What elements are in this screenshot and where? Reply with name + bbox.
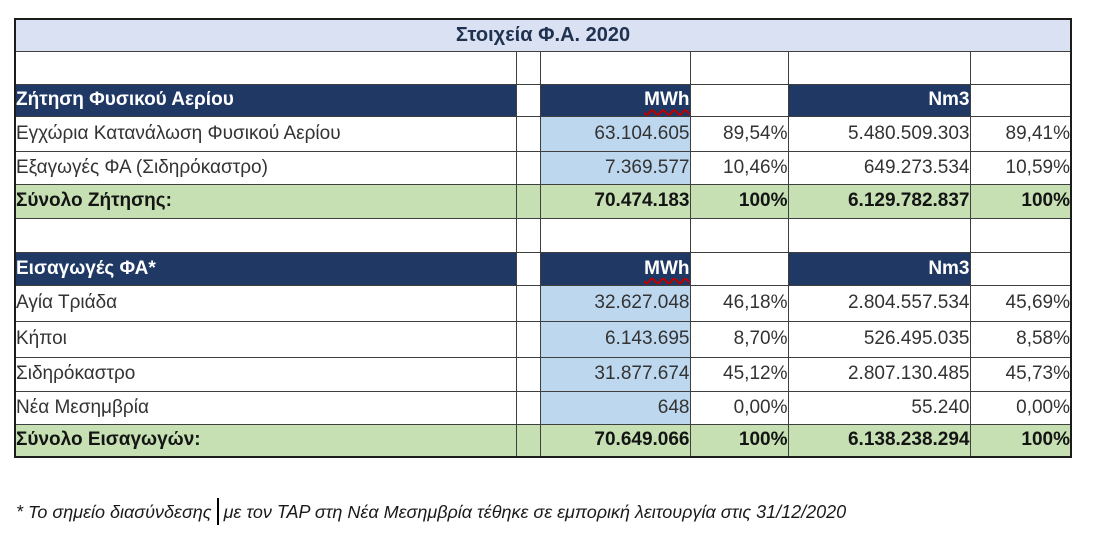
label-cell: Εξαγωγές ΦΑ (Σιδηρόκαστρο)	[14, 150, 517, 185]
empty-cell	[969, 251, 1072, 286]
gap-cell	[515, 183, 541, 219]
empty-cell	[787, 217, 971, 253]
mwh-value-cell: 31.877.674	[539, 356, 691, 392]
section-demand-header: Ζήτηση Φυσικού Αερίου	[14, 83, 517, 117]
gap-cell	[515, 390, 541, 425]
empty-cell	[787, 50, 971, 85]
nm3-pct-cell: 0,00%	[969, 390, 1072, 425]
mwh-pct-cell: 10,46%	[689, 150, 789, 185]
nm3-pct-total-cell: 100%	[969, 423, 1072, 458]
footnote-text-before-cursor: * Το σημείο διασύνδεσης	[16, 502, 212, 522]
unit-mwh-label: MWh	[644, 89, 690, 110]
gap-cell	[515, 356, 541, 392]
mwh-value-cell: 32.627.048	[539, 284, 691, 322]
mwh-pct-cell: 89,54%	[689, 115, 789, 152]
gas-data-table: Στοιχεία Φ.Α. 2020 Ζήτηση Φυσικού Αερίου…	[14, 18, 1072, 458]
empty-cell	[515, 217, 541, 253]
empty-cell	[14, 50, 517, 85]
gap-cell	[515, 320, 541, 358]
nm3-pct-total-cell: 100%	[969, 183, 1072, 219]
mwh-value-cell: 648	[539, 390, 691, 425]
mwh-pct-total-cell: 100%	[689, 423, 789, 458]
empty-cell	[539, 50, 691, 85]
nm3-pct-cell: 10,59%	[969, 150, 1072, 185]
empty-cell	[969, 50, 1072, 85]
nm3-total-cell: 6.129.782.837	[787, 183, 971, 219]
nm3-pct-cell: 45,73%	[969, 356, 1072, 392]
empty-cell	[969, 83, 1072, 117]
unit-nm3-cell: Nm3	[787, 251, 971, 286]
footnote: * Το σημείο διασύνδεσης με τον TAP στη Ν…	[16, 498, 846, 525]
mwh-pct-cell: 8,70%	[689, 320, 789, 358]
mwh-pct-total-cell: 100%	[689, 183, 789, 219]
table-title: Στοιχεία Φ.Α. 2020	[14, 18, 1072, 52]
nm3-value-cell: 526.495.035	[787, 320, 971, 358]
total-label-cell: Σύνολο Εισαγωγών:	[14, 423, 517, 458]
empty-cell	[969, 217, 1072, 253]
nm3-value-cell: 5.480.509.303	[787, 115, 971, 152]
empty-cell	[689, 251, 789, 286]
gap-cell	[515, 150, 541, 185]
nm3-pct-cell: 45,69%	[969, 284, 1072, 322]
text-cursor	[216, 498, 219, 525]
nm3-value-cell: 649.273.534	[787, 150, 971, 185]
unit-mwh-label: MWh	[644, 257, 690, 279]
mwh-total-cell: 70.649.066	[539, 423, 691, 458]
label-cell: Σιδηρόκαστρο	[14, 356, 517, 392]
nm3-total-cell: 6.138.238.294	[787, 423, 971, 458]
empty-cell	[515, 50, 541, 85]
empty-cell	[14, 217, 517, 253]
total-label-cell: Σύνολο Ζήτησης:	[14, 183, 517, 219]
nm3-pct-cell: 89,41%	[969, 115, 1072, 152]
gap-cell	[515, 115, 541, 152]
mwh-value-cell: 6.143.695	[539, 320, 691, 358]
mwh-pct-cell: 46,18%	[689, 284, 789, 322]
gap-cell	[515, 83, 541, 117]
nm3-value-cell: 2.804.557.534	[787, 284, 971, 322]
gap-cell	[515, 284, 541, 322]
empty-cell	[689, 50, 789, 85]
unit-mwh-cell: MWh	[539, 251, 691, 286]
nm3-value-cell: 2.807.130.485	[787, 356, 971, 392]
empty-cell	[689, 217, 789, 253]
mwh-value-cell: 63.104.605	[539, 115, 691, 152]
gap-cell	[515, 423, 541, 458]
nm3-value-cell: 55.240	[787, 390, 971, 425]
mwh-pct-cell: 0,00%	[689, 390, 789, 425]
footnote-text-after-cursor: με τον TAP στη Νέα Μεσημβρία τέθηκε σε ε…	[223, 502, 847, 522]
unit-nm3-cell: Nm3	[787, 83, 971, 117]
section-imports-header: Εισαγωγές ΦΑ*	[14, 251, 517, 286]
mwh-value-cell: 7.369.577	[539, 150, 691, 185]
empty-cell	[689, 83, 789, 117]
label-cell: Κήποι	[14, 320, 517, 358]
label-cell: Αγία Τριάδα	[14, 284, 517, 322]
unit-mwh-cell: MWh	[539, 83, 691, 117]
mwh-total-cell: 70.474.183	[539, 183, 691, 219]
gap-cell	[515, 251, 541, 286]
label-cell: Εγχώρια Κατανάλωση Φυσικού Αερίου	[14, 115, 517, 152]
mwh-pct-cell: 45,12%	[689, 356, 789, 392]
label-cell: Νέα Μεσημβρία	[14, 390, 517, 425]
nm3-pct-cell: 8,58%	[969, 320, 1072, 358]
empty-cell	[539, 217, 691, 253]
